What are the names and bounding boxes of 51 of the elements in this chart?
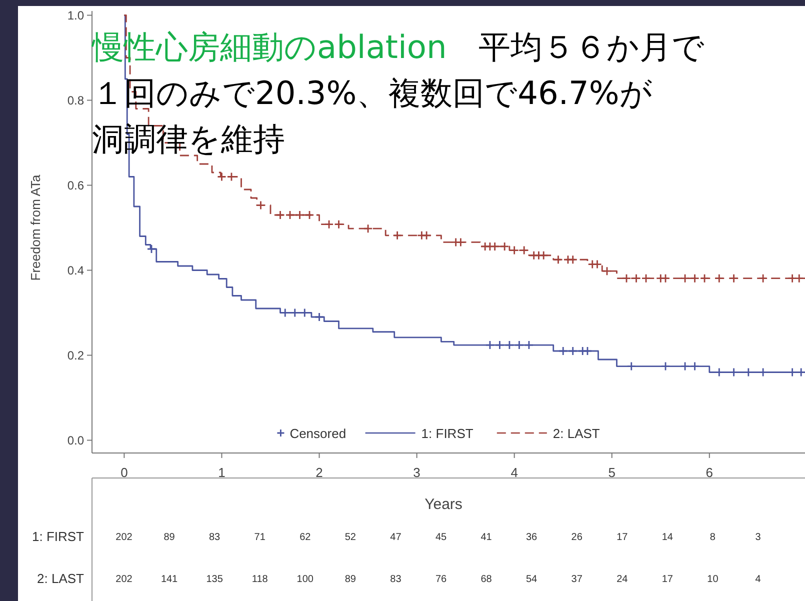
data-label: 47 <box>390 532 402 543</box>
data-label: 41 <box>480 532 492 543</box>
x-tick-label: 5 <box>608 465 616 480</box>
x-tick-label: 4 <box>510 465 518 480</box>
x-tick-label: 6 <box>706 465 714 480</box>
y-tick-label: 0.6 <box>67 178 84 192</box>
data-label: 141 <box>160 574 178 585</box>
x-tick-label: 0 <box>120 465 128 480</box>
y-tick-label: 0.2 <box>67 348 84 362</box>
data-label: 14 <box>662 532 674 543</box>
data-label: 71 <box>254 532 266 543</box>
y-tick-label: 2: LAST <box>37 571 84 586</box>
x-axis-title: Years <box>424 496 462 513</box>
data-label: 76 <box>435 574 447 585</box>
data-label: 10 <box>707 574 719 585</box>
y-axis-title: Freedom from ATa <box>28 174 43 281</box>
data-label: 83 <box>209 532 221 543</box>
data-label: 17 <box>662 574 674 585</box>
y-tick-label: 0.8 <box>67 93 84 108</box>
text: 平均５６か月で <box>478 28 705 66</box>
data-label: 24 <box>616 574 628 585</box>
y-tick-label: 0.0 <box>67 433 84 448</box>
legend-label: 2: LAST <box>552 426 600 441</box>
data-label: 3 <box>755 532 762 543</box>
data-label: 45 <box>435 532 447 543</box>
data-label: 17 <box>616 532 628 543</box>
x-tick-label: 3 <box>413 465 420 480</box>
x-tick-label: 1 <box>218 465 226 480</box>
data-label: 118 <box>252 574 268 585</box>
data-label: 83 <box>390 574 402 585</box>
data-label: 202 <box>116 574 133 585</box>
data-label: 52 <box>344 532 356 543</box>
data-label: 26 <box>571 532 583 543</box>
data-label: 89 <box>164 532 176 543</box>
legend-label: Censored <box>290 426 346 441</box>
data-label: 68 <box>480 574 492 585</box>
data-label: 202 <box>116 532 133 543</box>
data-label: 89 <box>344 574 356 585</box>
data-label: 36 <box>526 532 538 543</box>
data-label: 135 <box>206 574 224 585</box>
legend-label: 1: FIRST <box>421 426 474 441</box>
data-label: 37 <box>571 574 583 585</box>
y-tick-label: 1.0 <box>67 8 84 22</box>
data-label: 8 <box>710 532 716 543</box>
y-tick-label: 0.4 <box>67 263 84 278</box>
y-tick-label: 1: FIRST <box>32 529 84 544</box>
data-label: 4 <box>755 574 762 585</box>
data-label: 62 <box>300 532 312 543</box>
x-tick-label: 2 <box>316 465 323 480</box>
data-label: 54 <box>526 574 538 585</box>
data-label: 100 <box>296 574 314 585</box>
